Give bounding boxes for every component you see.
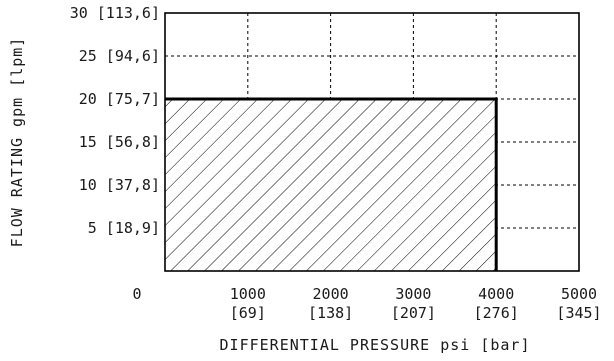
x-axis-label: DIFFERENTIAL PRESSURE psi [bar] [220, 336, 531, 354]
x-tick-sublabel: [69] [230, 304, 266, 322]
plot-frame [164, 12, 580, 272]
operating-region [165, 97, 498, 271]
x-tick-sublabel: [207] [391, 304, 436, 322]
y-tick-label: 15 [56,8] [79, 133, 160, 151]
y-axis-label: FLOW RATING gpm [lpm] [8, 37, 26, 248]
y-tick-label: 10 [37,8] [79, 176, 160, 194]
x-tick-label: 3000 [395, 285, 431, 303]
x-tick-label: 2000 [313, 285, 349, 303]
x-tick-sublabel: [276] [474, 304, 519, 322]
y-tick-label: 5 [18,9] [88, 219, 160, 237]
y-tick-label: 30 [113,6] [70, 4, 160, 22]
x-tick-label: 5000 [561, 285, 597, 303]
x-tick-label: 1000 [230, 285, 266, 303]
y-tick-label: 25 [94,6] [79, 47, 160, 65]
operating-region-hatch [165, 99, 497, 271]
x-tick-sublabel: [345] [556, 304, 601, 322]
x-tick-label: 0 [132, 285, 141, 303]
x-tick-labels: 0 1000[69] 2000[138] 3000[207] 4000[276] 5000… [132, 285, 601, 322]
y-tick-labels: 5 [18,9] 10 [37,8] 15 [56,8] 20 [75,7] 25 [9… [70, 4, 160, 237]
y-tick-label: 20 [75,7] [79, 90, 160, 108]
x-tick-sublabel: [138] [308, 304, 353, 322]
x-tick-label: 4000 [478, 285, 514, 303]
